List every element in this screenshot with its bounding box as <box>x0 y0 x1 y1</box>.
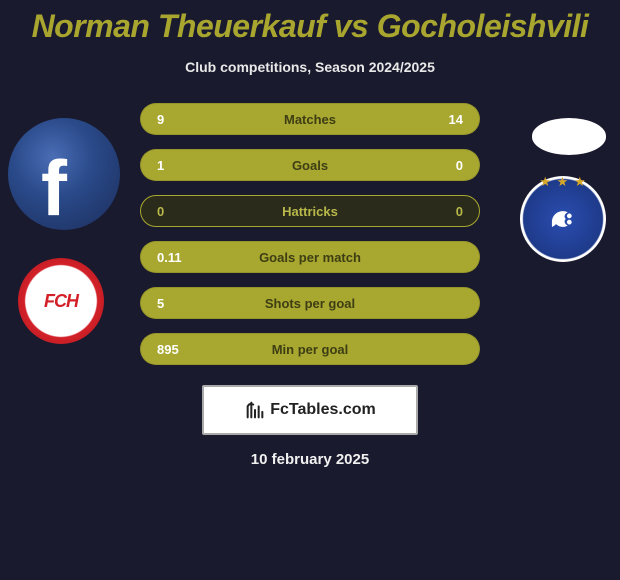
stat-value-left: 9 <box>157 112 197 127</box>
player-left-avatar: f <box>8 118 120 230</box>
stat-row: 0 Hattricks 0 <box>140 195 480 227</box>
stat-label: Goals <box>292 158 328 173</box>
fctables-logo-icon <box>244 399 266 421</box>
stat-row: 9 Matches 14 <box>140 103 480 135</box>
stats-table: 9 Matches 14 1 Goals 0 0 Hattricks 0 0.11 Goals pe… <box>140 103 480 365</box>
stat-label: Goals per match <box>259 250 361 265</box>
stat-value-right: 0 <box>423 204 463 219</box>
stat-row: 5 Shots per goal <box>140 287 480 319</box>
club-badge-right: ★ ★ ★ <box>520 176 606 262</box>
stars-icon: ★ ★ ★ <box>539 174 586 190</box>
stat-row: 1 Goals 0 <box>140 149 480 181</box>
stat-value-left: 0.11 <box>157 250 197 265</box>
club-badge-left: FCH <box>18 258 104 344</box>
player-right-avatar <box>532 118 606 155</box>
stat-label: Min per goal <box>272 342 349 357</box>
page-title: Norman Theuerkauf vs Gocholeishvili <box>32 8 589 45</box>
brand-badge[interactable]: FcTables.com <box>202 385 418 435</box>
stat-value-right: 0 <box>423 158 463 173</box>
brand-text: FcTables.com <box>270 401 376 419</box>
stat-label: Matches <box>284 112 336 127</box>
stat-label: Shots per goal <box>265 296 355 311</box>
stat-label: Hattricks <box>282 204 338 219</box>
subtitle: Club competitions, Season 2024/2025 <box>185 59 435 75</box>
facebook-icon: f <box>41 143 67 231</box>
stat-row: 895 Min per goal <box>140 333 480 365</box>
club-badge-left-text: FCH <box>44 291 78 312</box>
stat-row: 0.11 Goals per match <box>140 241 480 273</box>
lion-icon <box>544 200 582 238</box>
stat-value-left: 5 <box>157 296 197 311</box>
stat-value-left: 0 <box>157 204 197 219</box>
stat-value-left: 1 <box>157 158 197 173</box>
stat-value-right: 14 <box>423 112 463 127</box>
date: 10 february 2025 <box>251 451 369 468</box>
stat-value-left: 895 <box>157 342 197 357</box>
